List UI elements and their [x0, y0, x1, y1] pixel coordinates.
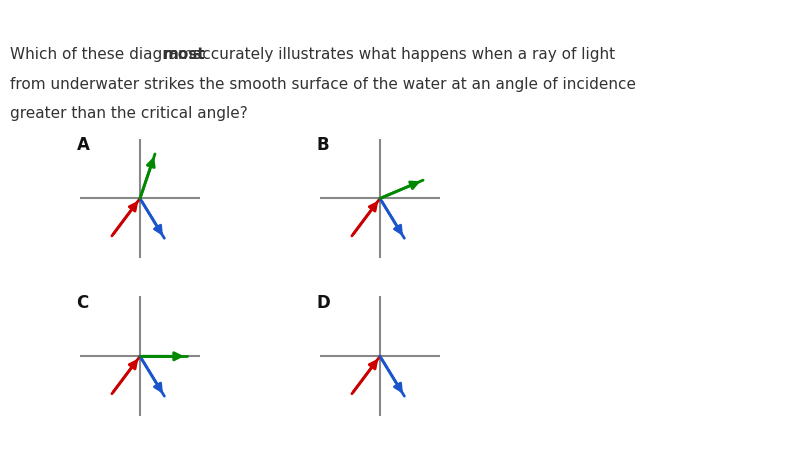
Text: B: B [317, 136, 329, 154]
Text: C: C [77, 294, 89, 312]
Text: D: D [317, 294, 330, 312]
Text: greater than the critical angle?: greater than the critical angle? [10, 106, 248, 121]
Text: most: most [163, 47, 206, 62]
Text: Which of these diagrams: Which of these diagrams [10, 47, 206, 62]
Text: accurately illustrates what happens when a ray of light: accurately illustrates what happens when… [188, 47, 615, 62]
Text: from underwater strikes the smooth surface of the water at an angle of incidence: from underwater strikes the smooth surfa… [10, 77, 637, 92]
Text: A: A [77, 136, 90, 154]
